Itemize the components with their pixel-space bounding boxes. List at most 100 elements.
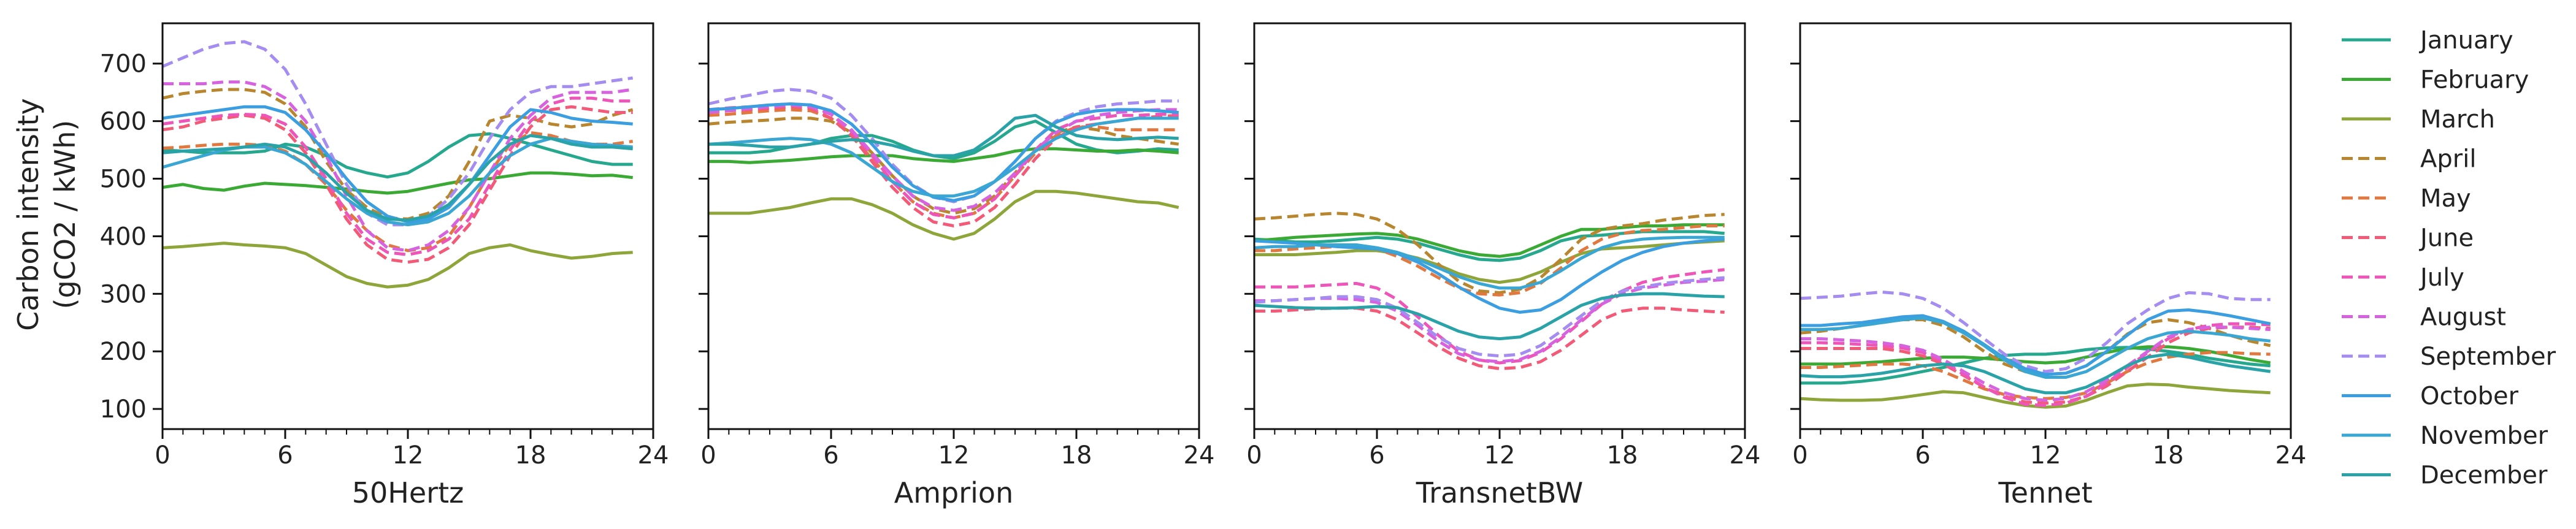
legend-label: January xyxy=(2418,26,2513,55)
x-tick-label: 0 xyxy=(1246,441,1262,470)
legend-label: October xyxy=(2420,382,2519,411)
series-line-august xyxy=(163,80,634,253)
x-tick-label: 18 xyxy=(1061,441,1092,470)
series-line-november xyxy=(708,116,1179,198)
x-tick-label: 12 xyxy=(393,441,424,470)
y-axis-label-line-1: Carbon intensity xyxy=(12,98,45,331)
series-line-april xyxy=(162,88,634,221)
x-axis-label: 50Hertz xyxy=(352,476,464,509)
series-line-july xyxy=(708,102,1179,219)
x-tick-label: 24 xyxy=(1184,441,1215,470)
series-line-february xyxy=(162,171,633,195)
panel-50hertz: 0 6 12 18 24 100 200 300 400 500 600 700 50Hertz xyxy=(100,22,669,509)
legend-label: December xyxy=(2420,462,2548,490)
series-line-july xyxy=(1254,268,1725,365)
panel-tennet: 0 6 12 18 24 Tennet xyxy=(1790,22,2307,509)
legend-label: September xyxy=(2420,343,2556,371)
legend-item-december: December xyxy=(2342,462,2548,490)
series-line-july xyxy=(162,96,633,256)
series-line-january xyxy=(162,132,633,179)
axes-frame xyxy=(1799,22,2292,430)
series-group xyxy=(708,88,1179,241)
series-line-september xyxy=(162,40,634,227)
y-tick-label: 300 xyxy=(100,280,147,308)
x-axis-label: Tennet xyxy=(1998,476,2092,509)
legend-item-june: June xyxy=(2342,224,2474,253)
series-group xyxy=(1800,291,2271,409)
y-tick-label: 700 xyxy=(100,50,147,78)
series-line-april xyxy=(708,116,1179,215)
series-line-september xyxy=(708,88,1179,204)
x-tick-label: 6 xyxy=(823,441,838,470)
series-line-may xyxy=(1254,224,1725,297)
series-line-april xyxy=(1254,211,1725,294)
series-group xyxy=(1254,211,1725,370)
x-tick-label: 0 xyxy=(1792,441,1807,470)
y-tick-label: 600 xyxy=(100,108,147,136)
legend-item-january: January xyxy=(2342,26,2513,55)
x-tick-label: 6 xyxy=(1369,441,1384,470)
x-axis-label: Amprion xyxy=(894,476,1013,509)
x-tick-label: 0 xyxy=(700,441,716,470)
legend: January February March April May June July Augu… xyxy=(2342,26,2556,490)
legend-label: May xyxy=(2420,185,2471,213)
y-tick-label: 500 xyxy=(100,166,147,194)
panel-transnetbw: 0 6 12 18 24 TransnetBW xyxy=(1244,22,1761,509)
legend-item-march: March xyxy=(2342,105,2495,134)
series-line-december xyxy=(1800,352,2271,395)
x-tick-label: 12 xyxy=(1484,441,1516,470)
x-tick-label: 6 xyxy=(277,441,293,470)
legend-item-july: July xyxy=(2342,264,2464,292)
legend-label: June xyxy=(2418,224,2474,253)
y-tick-label: 100 xyxy=(100,395,147,424)
series-line-june xyxy=(1254,306,1725,370)
series-line-december xyxy=(1254,292,1725,341)
series-line-august xyxy=(708,103,1179,212)
series-line-october xyxy=(1800,308,2271,376)
panel-amprion: 0 6 12 18 24 Amprion xyxy=(699,22,1215,509)
series-line-may xyxy=(708,108,1179,219)
x-tick-label: 18 xyxy=(1607,441,1638,470)
series-line-february xyxy=(708,147,1179,164)
x-tick-label: 6 xyxy=(1915,441,1930,470)
x-tick-label: 24 xyxy=(638,441,669,470)
series-line-june xyxy=(708,105,1179,227)
x-tick-label: 24 xyxy=(1730,441,1761,470)
x-tick-label: 12 xyxy=(938,441,970,470)
x-tick-label: 12 xyxy=(2030,441,2061,470)
legend-label: March xyxy=(2420,105,2495,134)
y-tick-label: 200 xyxy=(100,338,147,366)
x-axis-label: TransnetBW xyxy=(1416,476,1583,509)
series-line-august xyxy=(1254,278,1725,363)
legend-label: April xyxy=(2420,145,2476,173)
x-tick-label: 24 xyxy=(2275,441,2307,470)
legend-item-august: August xyxy=(2342,303,2506,332)
legend-label: February xyxy=(2420,66,2529,94)
legend-item-november: November xyxy=(2342,422,2548,450)
series-line-november xyxy=(1800,316,2271,379)
x-tick-label: 18 xyxy=(515,441,546,470)
x-tick-label: 0 xyxy=(155,441,170,470)
series-line-june xyxy=(162,105,633,264)
series-line-august xyxy=(1800,325,2271,402)
legend-item-september: September xyxy=(2342,343,2556,371)
legend-label: August xyxy=(2420,303,2506,332)
series-line-october xyxy=(708,102,1179,202)
series-line-march xyxy=(1254,239,1725,284)
legend-item-october: October xyxy=(2342,382,2519,411)
y-axis-label-line-2: (gCO2 / kWh) xyxy=(48,120,82,310)
series-line-november xyxy=(1254,235,1725,290)
legend-label: July xyxy=(2418,264,2464,292)
series-line-december xyxy=(708,113,1179,158)
legend-label: November xyxy=(2420,422,2548,450)
series-group xyxy=(162,40,634,289)
x-tick-label: 18 xyxy=(2153,441,2184,470)
series-line-september xyxy=(1254,276,1725,358)
series-line-october xyxy=(162,105,633,224)
y-axis-label: Carbon intensity (gCO2 / kWh) xyxy=(12,98,82,331)
legend-item-may: May xyxy=(2342,185,2471,213)
series-line-march xyxy=(708,189,1179,241)
series-line-october xyxy=(1254,237,1725,314)
